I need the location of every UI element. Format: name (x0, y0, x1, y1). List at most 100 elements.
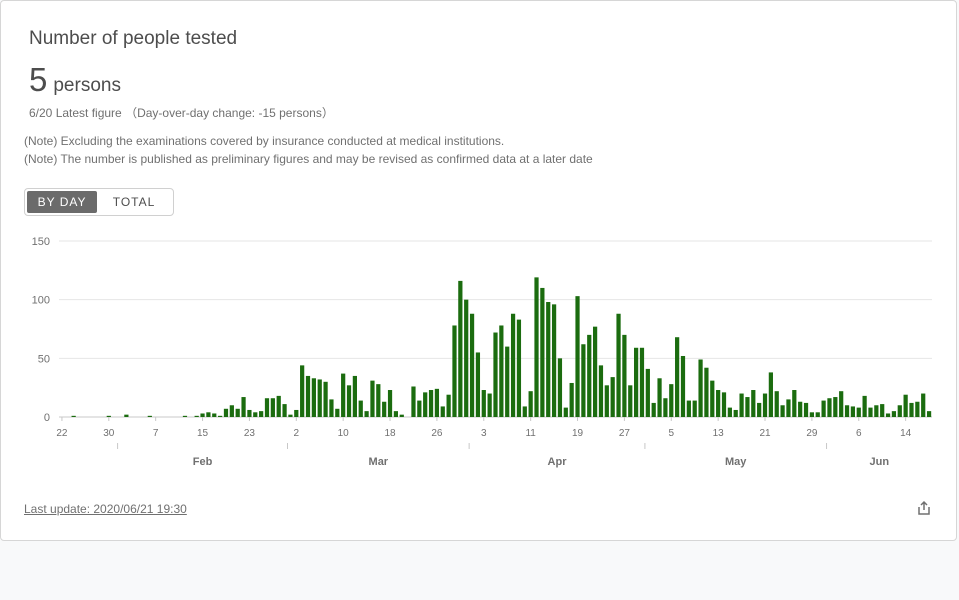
bar (546, 302, 551, 417)
bar (844, 405, 850, 417)
bar (194, 415, 199, 417)
bar (657, 378, 662, 417)
bar (815, 412, 820, 417)
bar (147, 415, 152, 417)
by-day-button[interactable]: BY DAY (27, 191, 98, 213)
share-icon[interactable] (915, 499, 933, 517)
bar (182, 415, 188, 417)
bar (200, 413, 205, 417)
bar (792, 390, 797, 417)
x-tick-label: 5 (668, 428, 674, 439)
bar (774, 391, 779, 417)
x-tick-label: 21 (759, 428, 771, 439)
bar (323, 381, 328, 417)
bar (282, 404, 287, 417)
bar (921, 393, 926, 417)
x-tick-label: 26 (431, 428, 443, 439)
headline-value: 5 (29, 61, 48, 98)
bar (317, 379, 322, 417)
bar (124, 414, 129, 417)
bar (675, 337, 680, 417)
bar (311, 378, 316, 417)
bar (622, 334, 627, 417)
bar (253, 412, 258, 417)
month-label: Feb (193, 456, 213, 468)
bar (680, 355, 686, 417)
x-tick-label: 23 (244, 428, 256, 439)
bar (604, 385, 609, 417)
bar (628, 385, 633, 417)
bar (352, 375, 357, 417)
bar (370, 380, 375, 417)
bar (469, 313, 475, 417)
x-tick-label: 10 (338, 428, 350, 439)
x-tick-label: 6 (856, 428, 862, 439)
bar (493, 332, 498, 417)
bar (387, 390, 393, 417)
x-tick-label: 13 (713, 428, 725, 439)
bar (300, 365, 305, 417)
bar (522, 406, 527, 417)
note-preliminary: (Note) The number is published as prelim… (24, 152, 593, 166)
bar (874, 405, 879, 417)
y-tick-label: 50 (38, 353, 50, 365)
bar (434, 388, 440, 417)
bar (645, 368, 650, 417)
bar (516, 319, 522, 417)
bar (206, 412, 211, 417)
bar (891, 411, 897, 417)
bar (411, 386, 416, 417)
bar (798, 401, 803, 417)
x-tick-label: 11 (525, 428, 536, 439)
x-tick-label: 29 (806, 428, 818, 439)
last-update-link[interactable]: Last update: 2020/06/21 19:30 (24, 502, 187, 516)
bar (563, 407, 568, 417)
bar (616, 313, 621, 417)
y-tick-label: 150 (32, 236, 50, 248)
headline-unit: persons (53, 75, 121, 96)
bar (510, 313, 516, 417)
bar (294, 409, 299, 417)
bar (376, 384, 381, 417)
bar (259, 411, 264, 417)
x-tick-label: 15 (197, 428, 209, 439)
bar (276, 395, 281, 417)
x-tick-label: 14 (900, 428, 912, 439)
bar (721, 392, 727, 417)
bar (856, 407, 861, 417)
bar (809, 412, 814, 417)
bar (897, 405, 902, 417)
x-tick-label: 27 (619, 428, 631, 439)
bar (880, 404, 885, 417)
bar (212, 413, 217, 417)
bar (71, 415, 76, 417)
bar (464, 299, 469, 417)
headline-figure: 5 persons (29, 61, 121, 99)
bar (487, 393, 492, 417)
bar (417, 400, 422, 417)
bar (739, 393, 744, 417)
bar (839, 391, 844, 417)
bar (915, 401, 920, 417)
bar (827, 398, 832, 417)
bar (803, 402, 809, 417)
bar (428, 390, 434, 417)
bar (229, 405, 234, 417)
view-toggle: BY DAY TOTAL (24, 188, 174, 216)
bar (499, 325, 504, 417)
x-tick-label: 18 (384, 428, 396, 439)
bar (235, 408, 240, 417)
bar (364, 411, 369, 417)
bar (751, 390, 756, 417)
bar (423, 392, 428, 417)
bar (768, 372, 773, 417)
bar (581, 344, 586, 417)
bar (651, 402, 656, 417)
total-button[interactable]: TOTAL (112, 195, 156, 209)
bar (241, 397, 246, 417)
bar (926, 411, 932, 417)
x-tick-label: 7 (153, 428, 159, 439)
bar (247, 409, 252, 417)
x-tick-label: 19 (572, 428, 584, 439)
bar (862, 395, 867, 417)
